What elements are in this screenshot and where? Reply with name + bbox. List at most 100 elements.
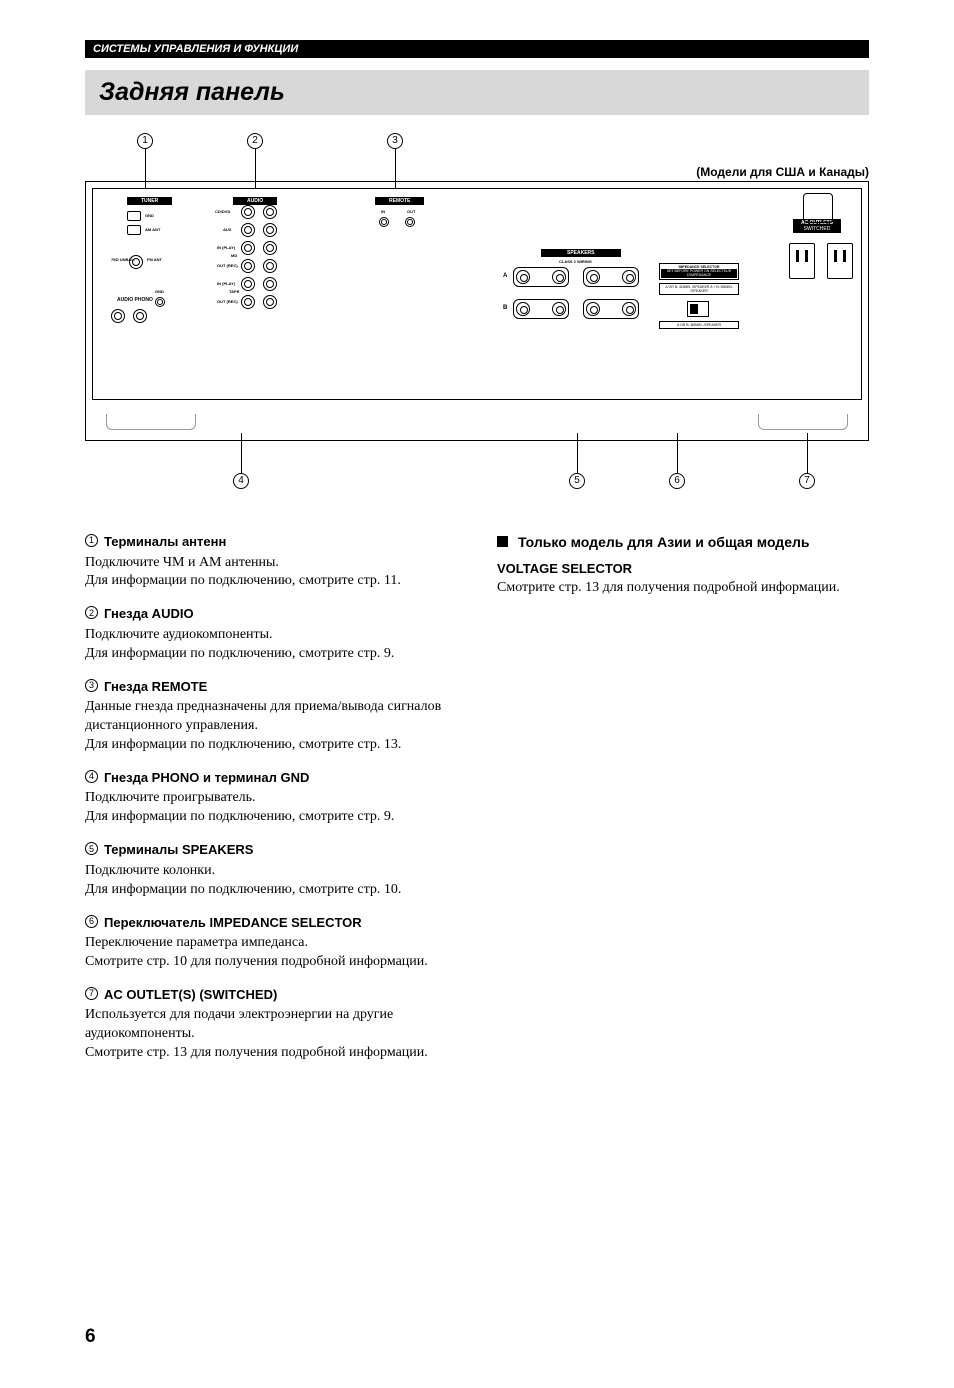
item-1-body: Подключите ЧМ и АМ антенны.Для информаци…: [85, 554, 457, 592]
phono-l: [111, 309, 125, 323]
ant-gnd: [127, 211, 141, 221]
tapeout-l: [241, 295, 255, 309]
foot-left: [106, 414, 196, 430]
item-5: 5 Терминалы SPEAKERS Подключите колонки.Д…: [85, 841, 457, 899]
tapein-label: IN (PLAY): [217, 281, 235, 286]
page-number: 6: [85, 1326, 96, 1348]
imp-title-box: IMPEDANCE SELECTOR SET BEFORE POWER ON S…: [659, 263, 739, 280]
am-ant-label: AM ANT: [145, 227, 160, 232]
title-bar: Задняя панель: [85, 70, 869, 115]
gnd-terminal: [155, 297, 165, 307]
fm-ant-label: FM ANT: [147, 257, 162, 262]
remote-out: [405, 217, 415, 227]
foot-right: [758, 414, 848, 430]
item-4: 4 Гнезда PHONO и терминал GND Подключите …: [85, 769, 457, 827]
mdin-label: IN (PLAY): [217, 245, 235, 250]
ant-am: [127, 225, 141, 235]
remote-in: [379, 217, 389, 227]
item-7-body: Используется для подачи электроэнергии н…: [85, 1006, 457, 1063]
num-1: 1: [85, 534, 98, 547]
ac-outlet-1: [789, 243, 815, 279]
callout-4: 4: [233, 473, 249, 489]
sp-a-label: A: [503, 273, 507, 279]
voltage-selector-body: Смотрите стр. 13 для получения подробной…: [497, 579, 869, 598]
item-3: 3 Гнезда REMOTE Данные гнезда предназначе…: [85, 678, 457, 755]
speakers-sub: CLASS 2 WIRING: [559, 259, 592, 264]
callout-7: 7: [799, 473, 815, 489]
item-3-title: Гнезда REMOTE: [104, 678, 207, 696]
speakers-label: SPEAKERS: [541, 249, 621, 257]
item-1: 1 Терминалы антенн Подключите ЧМ и АМ ант…: [85, 533, 457, 591]
gnd-label: GND: [145, 213, 154, 218]
tapeout-r: [263, 295, 277, 309]
num-3: 3: [85, 679, 98, 692]
ac-outlet-2: [827, 243, 853, 279]
md-label: MD: [231, 253, 237, 258]
item-7: 7 AC OUTLET(S) (SWITCHED) Используется дл…: [85, 986, 457, 1063]
mdin-l: [241, 241, 255, 255]
mdout-label: OUT (REC): [217, 263, 238, 268]
num-6: 6: [85, 915, 98, 928]
phono-r: [133, 309, 147, 323]
item-5-body: Подключите колонки.Для информации по под…: [85, 862, 457, 900]
callout-6: 6: [669, 473, 685, 489]
sp-b-right: [583, 299, 639, 319]
num-7: 7: [85, 987, 98, 1000]
content-columns: 1 Терминалы антенн Подключите ЧМ и АМ ант…: [85, 533, 869, 1077]
fm75-label: 75Ω UNBAL.: [111, 257, 135, 262]
item-2-title: Гнезда AUDIO: [104, 605, 194, 623]
sp-a-left: [513, 267, 569, 287]
cd-l: [241, 205, 255, 219]
left-column: 1 Терминалы антенн Подключите ЧМ и АМ ант…: [85, 533, 457, 1077]
cd-r: [263, 205, 277, 219]
aux-l: [241, 223, 255, 237]
tapeout-label: OUT (REC): [217, 299, 238, 304]
voltage-selector-heading: VOLTAGE SELECTOR: [497, 560, 869, 578]
remote-in-label: IN: [381, 209, 385, 214]
sp-b-left: [513, 299, 569, 319]
sp-b-label: B: [503, 305, 507, 311]
aux-label: AUX: [223, 227, 231, 232]
item-3-body: Данные гнезда предназначены для приема/в…: [85, 698, 457, 755]
phono-label: AUDIO PHONO: [117, 297, 153, 303]
num-4: 4: [85, 770, 98, 783]
item-2: 2Гнезда AUDIO Подключите аудиокомпоненты…: [85, 605, 457, 663]
callout-5: 5: [569, 473, 585, 489]
tape-label: TAPE: [229, 289, 239, 294]
item-7-title: AC OUTLET(S) (SWITCHED): [104, 986, 277, 1004]
item-1-title: Терминалы антенн: [104, 533, 226, 551]
tapein-l: [241, 277, 255, 291]
mdout-r: [263, 259, 277, 273]
square-bullet-icon: [497, 536, 508, 547]
mdout-l: [241, 259, 255, 273]
audio-label: AUDIO: [233, 197, 277, 205]
sp-a-right: [583, 267, 639, 287]
header-bar: СИСТЕМЫ УПРАВЛЕНИЯ И ФУНКЦИИ: [85, 40, 869, 58]
panel-outer: TUNER GND AM ANT 75Ω UNBAL. FM ANT AUDIO…: [85, 181, 869, 441]
item-5-title: Терминалы SPEAKERS: [104, 841, 253, 859]
aux-r: [263, 223, 277, 237]
cddvd-label: CD/DVD: [215, 209, 230, 214]
ground-plug-icon: [803, 193, 833, 223]
item-4-title: Гнезда PHONO и терминал GND: [104, 769, 309, 787]
rear-panel-diagram: (Модели для США и Канады) 1 2 3 TUNER GN…: [85, 133, 869, 503]
imp-b-box: A OR B: 8ΩMIN. /SPEAKER: [659, 321, 739, 329]
callout-3: 3: [387, 133, 403, 149]
tuner-label: TUNER: [127, 197, 172, 205]
right-heading-text: Только модель для Азии и общая модель: [518, 533, 809, 552]
num-2: 2: [85, 606, 98, 619]
item-6-title: Переключатель IMPEDANCE SELECTOR: [104, 914, 362, 932]
right-heading: Только модель для Азии и общая модель: [497, 533, 869, 552]
page-title: Задняя панель: [99, 78, 855, 107]
model-note: (Модели для США и Канады): [696, 165, 869, 179]
item-6: 6 Переключатель IMPEDANCE SELECTOR Перекл…: [85, 914, 457, 972]
mdin-r: [263, 241, 277, 255]
remote-label: REMOTE: [375, 197, 424, 205]
num-5: 5: [85, 842, 98, 855]
gnd-label-2: GND: [155, 289, 164, 294]
remote-out-label: OUT: [407, 209, 415, 214]
imp-a-box: A OR B: 4ΩMIN. /SPEAKER A + B: 8ΩMIN. /S…: [659, 283, 739, 295]
tapein-r: [263, 277, 277, 291]
item-6-body: Переключение параметра импеданса.Смотрит…: [85, 934, 457, 972]
item-4-body: Подключите проигрыватель.Для информации …: [85, 789, 457, 827]
